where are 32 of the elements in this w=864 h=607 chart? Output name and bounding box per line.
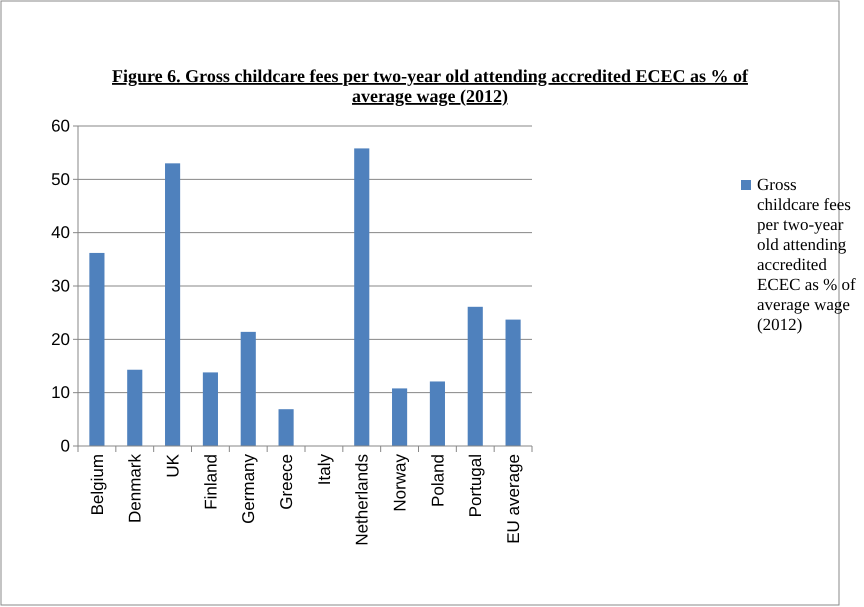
legend-label: Gross childcare fees per two-year old attending accredited ECEC as % of average wage (2012) [757,175,856,334]
x-tick-label: Denmark [126,454,145,523]
x-tick-label: Netherlands [352,454,372,546]
y-tick-label: 20 [51,330,70,349]
x-tick-label: Norway [390,454,410,512]
y-tick-label: 40 [51,223,70,242]
y-tick-label: 60 [51,116,70,136]
y-tick-label: 50 [51,170,70,189]
x-tick-label: EU average [504,454,524,544]
y-tick-label: 0 [60,436,70,456]
bar [165,163,180,446]
x-tick-label: Poland [428,454,448,507]
bar [430,381,445,446]
bar [240,332,256,446]
bar [354,148,370,446]
x-tick-label: Germany [239,454,258,524]
x-tick-label: UK [164,453,183,478]
bar [127,370,142,446]
bar [89,252,104,446]
x-tick-label: Italy [314,454,334,486]
bar [392,388,408,446]
y-tick-label: 30 [51,276,70,296]
bar [202,372,218,446]
chart-title: Figure 6. Gross childcare fees per two-year old attending accredited ECEC as % of average wage (2012) [112,66,749,106]
bar [506,320,521,446]
x-tick-label: Portugal [466,454,486,518]
x-tick-label: Belgium [88,454,107,516]
bar [468,306,483,446]
x-tick-label: Finland [201,454,220,510]
x-tick-label: Greece [277,454,296,510]
bar [278,409,294,446]
y-tick-label: 10 [51,383,70,402]
